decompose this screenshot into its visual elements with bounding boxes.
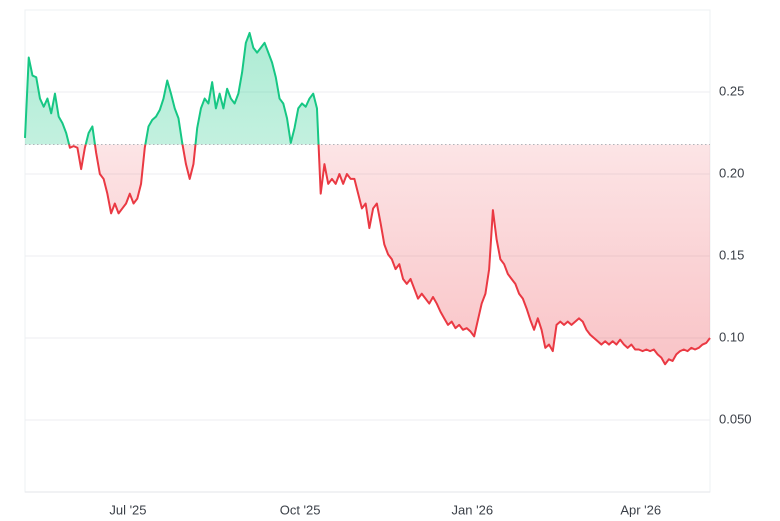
plot-layer: 0.050 0.10 0.15 0.20 0.25 Jul '25 Oct '25 Jan '… [24,31,752,517]
area-up [25,32,319,145]
y-tick-label: 0.10 [719,329,744,344]
price-line-down [68,144,711,366]
y-tick-label: 0.15 [719,247,744,262]
area-down [25,144,710,365]
y-tick-label: 0.20 [719,165,744,180]
x-tick-label: Jul '25 [109,502,146,517]
y-tick-label: 0.25 [719,83,744,98]
x-tick-label: Oct '25 [280,502,321,517]
x-tick-label: Jan '26 [452,502,494,517]
x-tick-label: Apr '26 [620,502,661,517]
y-tick-label: 0.050 [719,411,752,426]
